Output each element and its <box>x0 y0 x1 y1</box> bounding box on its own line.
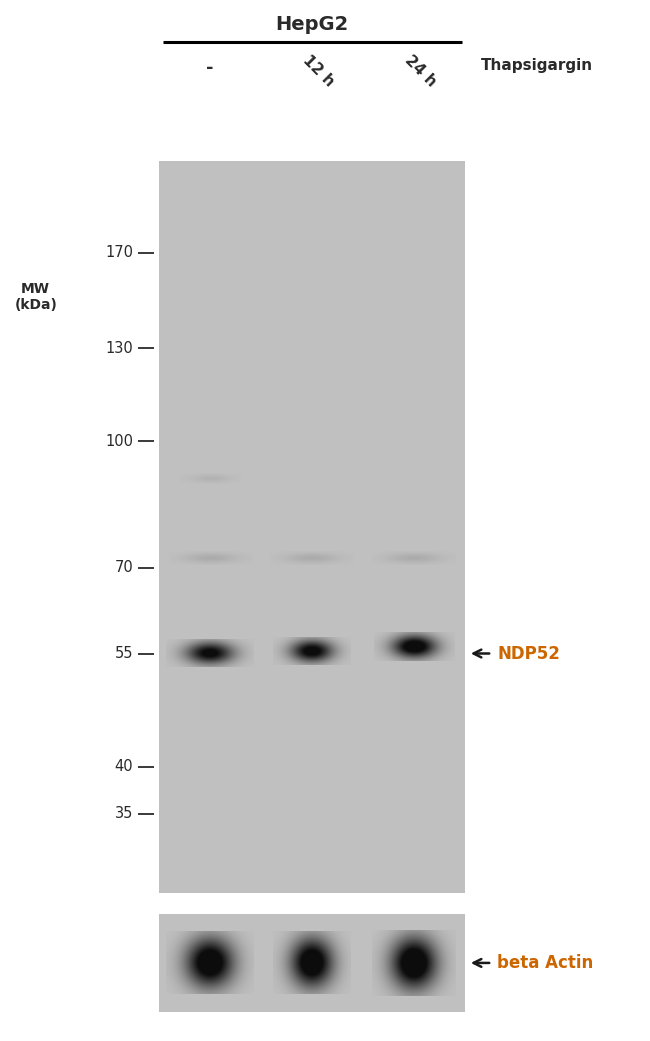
Text: 55: 55 <box>115 646 133 661</box>
Bar <box>159 914 465 1012</box>
Text: 130: 130 <box>105 340 133 356</box>
Text: 100: 100 <box>105 434 133 449</box>
Text: MW
(kDa): MW (kDa) <box>14 282 57 312</box>
Text: 35: 35 <box>115 807 133 821</box>
Text: NDP52: NDP52 <box>497 644 560 662</box>
Text: 24 h: 24 h <box>402 52 439 90</box>
Text: beta Actin: beta Actin <box>497 954 593 972</box>
Text: -: - <box>207 59 214 77</box>
Text: 70: 70 <box>114 560 133 576</box>
Text: Thapsigargin: Thapsigargin <box>481 58 593 73</box>
Text: 12 h: 12 h <box>300 52 337 90</box>
Text: 170: 170 <box>105 246 133 260</box>
Bar <box>159 161 465 893</box>
Text: 40: 40 <box>114 759 133 775</box>
Text: HepG2: HepG2 <box>276 16 348 34</box>
